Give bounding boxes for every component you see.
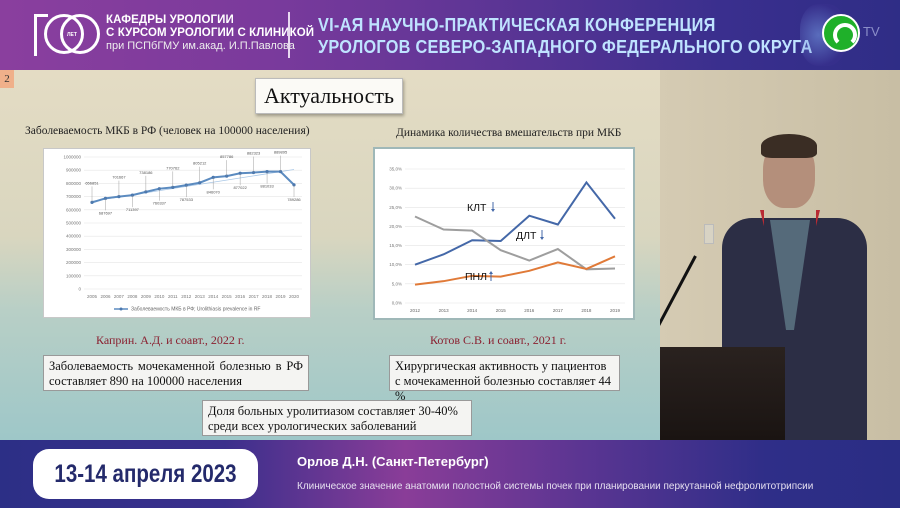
svg-text:800000: 800000 bbox=[66, 181, 82, 186]
svg-text:600000: 600000 bbox=[66, 207, 82, 212]
svg-text:2005: 2005 bbox=[87, 294, 98, 299]
svg-text:2020: 2020 bbox=[289, 294, 300, 299]
svg-text:687697: 687697 bbox=[99, 210, 113, 215]
svg-text:2007: 2007 bbox=[114, 294, 125, 299]
svg-text:100000: 100000 bbox=[66, 273, 82, 278]
svg-text:0: 0 bbox=[78, 287, 81, 292]
interventions-line-chart: 0,0% 5,0% 10,0% 15,0% 20,0% 25,0% 30,0% 35,0% 20… bbox=[373, 147, 635, 320]
svg-text:857786: 857786 bbox=[220, 154, 234, 159]
svg-text:35,0%: 35,0% bbox=[389, 167, 402, 172]
svg-text:КЛТ: КЛТ bbox=[467, 202, 487, 214]
svg-text:30,0%: 30,0% bbox=[389, 186, 402, 191]
svg-text:2017: 2017 bbox=[249, 294, 260, 299]
svg-text:770762: 770762 bbox=[166, 165, 180, 170]
incidence-fact-box: Заболеваемость мочекаменной болезнью в Р… bbox=[43, 355, 309, 391]
department-name: КАФЕДРЫ УРОЛОГИИ С КУРСОМ УРОЛОГИИ С КЛИ… bbox=[106, 14, 315, 52]
svg-text:656851: 656851 bbox=[85, 180, 99, 185]
logo-sub: ЛЕТ bbox=[67, 32, 77, 38]
speaker-video bbox=[660, 70, 900, 440]
presentation-slide: 2 Актуальность Заболеваемость МКБ в РФ (… bbox=[0, 70, 660, 440]
svg-text:ПНЛ: ПНЛ bbox=[465, 271, 487, 283]
svg-text:ДЛТ: ДЛТ bbox=[516, 230, 537, 242]
incidence-line-chart: 0 100000 200000 300000 400000 500000 600000 700… bbox=[43, 148, 311, 318]
svg-text:2017: 2017 bbox=[553, 308, 564, 313]
svg-text:882323: 882323 bbox=[247, 151, 261, 156]
svg-text:2006: 2006 bbox=[100, 294, 111, 299]
urolithiasis-share-box: Доля больных уролитиазом составляет 30-4… bbox=[202, 400, 472, 436]
left-chart-caption: Заболеваемость МКБ в РФ (человек на 1000… bbox=[25, 125, 310, 137]
svg-text:2014: 2014 bbox=[467, 308, 478, 313]
svg-text:15,0%: 15,0% bbox=[389, 243, 402, 248]
svg-text:2011: 2011 bbox=[168, 294, 178, 299]
svg-text:738186: 738186 bbox=[139, 170, 153, 175]
svg-text:2016: 2016 bbox=[235, 294, 246, 299]
date-badge: 13-14 апреля 2023 г. bbox=[33, 449, 258, 499]
svg-text:2019: 2019 bbox=[276, 294, 287, 299]
e-tv-logo-icon bbox=[822, 14, 860, 52]
svg-text:2015: 2015 bbox=[496, 308, 507, 313]
svg-text:711397: 711397 bbox=[126, 207, 140, 212]
svg-text:877022: 877022 bbox=[233, 185, 247, 190]
wall-outlet bbox=[704, 224, 714, 244]
svg-text:881033: 881033 bbox=[260, 184, 274, 189]
talk-title: Клиническое значение анатомии полостной … bbox=[297, 481, 814, 492]
svg-text:760337: 760337 bbox=[153, 201, 167, 206]
svg-text:805212: 805212 bbox=[193, 161, 207, 166]
svg-text:25,0%: 25,0% bbox=[389, 205, 402, 210]
left-citation: Каприн. А.Д. и соавт., 2022 г. bbox=[96, 333, 245, 347]
svg-text:2008: 2008 bbox=[127, 294, 138, 299]
anniversary-logo: ЛЕТ bbox=[34, 12, 102, 58]
svg-text:2019: 2019 bbox=[610, 308, 621, 313]
speaker-name: Орлов Д.Н. (Санкт-Петербург) bbox=[297, 454, 489, 469]
svg-text:2016: 2016 bbox=[524, 308, 535, 313]
svg-text:900000: 900000 bbox=[66, 168, 82, 173]
svg-text:787533: 787533 bbox=[180, 197, 194, 202]
svg-text:500000: 500000 bbox=[66, 221, 82, 226]
svg-text:2018: 2018 bbox=[262, 294, 273, 299]
svg-text:Заболеваемость МКБ в РФ; Urol: Заболеваемость МКБ в РФ; Urolithiasis pr… bbox=[131, 307, 261, 313]
svg-text:200000: 200000 bbox=[66, 260, 82, 265]
svg-text:20,0%: 20,0% bbox=[389, 224, 402, 229]
conference-footer: 13-14 апреля 2023 г. Орлов Д.Н. (Санкт-П… bbox=[0, 440, 900, 508]
conference-header: ЛЕТ КАФЕДРЫ УРОЛОГИИ С КУРСОМ УРОЛОГИИ С… bbox=[0, 0, 900, 70]
svg-text:700000: 700000 bbox=[66, 194, 82, 199]
channel-suffix: TV bbox=[863, 24, 880, 39]
header-divider bbox=[288, 12, 290, 58]
svg-text:2009: 2009 bbox=[141, 294, 152, 299]
svg-text:1000000: 1000000 bbox=[63, 155, 81, 160]
slide-number: 2 bbox=[0, 70, 14, 88]
svg-text:400000: 400000 bbox=[66, 234, 82, 239]
svg-text:2014: 2014 bbox=[208, 294, 219, 299]
svg-text:889895: 889895 bbox=[274, 150, 288, 155]
svg-text:5,0%: 5,0% bbox=[392, 281, 402, 286]
svg-text:2012: 2012 bbox=[410, 308, 421, 313]
slide-title: Актуальность bbox=[255, 78, 403, 114]
svg-text:846070: 846070 bbox=[207, 189, 221, 194]
svg-text:2012: 2012 bbox=[181, 294, 192, 299]
right-citation: Котов С.В. и соавт., 2021 г. bbox=[430, 333, 567, 347]
svg-text:2015: 2015 bbox=[222, 294, 233, 299]
svg-text:0,0%: 0,0% bbox=[392, 301, 402, 306]
surgical-activity-box: Хирургическая активность у пациентов с м… bbox=[389, 355, 620, 403]
conference-title: VI-АЯ НАУЧНО-ПРАКТИЧЕСКАЯ КОНФЕРЕНЦИЯ УР… bbox=[318, 14, 813, 57]
svg-text:2013: 2013 bbox=[439, 308, 450, 313]
right-chart-caption: Динамика количества вмешательств при МКБ bbox=[396, 127, 622, 139]
svg-text:10,0%: 10,0% bbox=[389, 262, 402, 267]
svg-text:789286: 789286 bbox=[287, 197, 301, 202]
svg-text:2010: 2010 bbox=[154, 294, 165, 299]
svg-text:2018: 2018 bbox=[581, 308, 592, 313]
svg-text:701667: 701667 bbox=[112, 175, 126, 180]
svg-text:2013: 2013 bbox=[195, 294, 206, 299]
svg-text:300000: 300000 bbox=[66, 247, 82, 252]
podium bbox=[660, 347, 785, 440]
